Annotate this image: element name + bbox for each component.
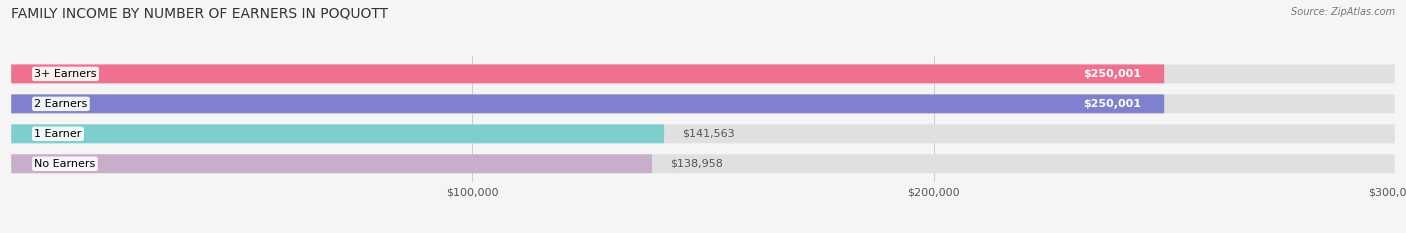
FancyBboxPatch shape (11, 94, 1164, 113)
Text: 3+ Earners: 3+ Earners (34, 69, 97, 79)
FancyBboxPatch shape (11, 94, 1395, 113)
Text: 2 Earners: 2 Earners (34, 99, 87, 109)
FancyBboxPatch shape (11, 154, 652, 173)
Text: 1 Earner: 1 Earner (34, 129, 82, 139)
FancyBboxPatch shape (11, 124, 1395, 143)
FancyBboxPatch shape (11, 124, 664, 143)
FancyBboxPatch shape (11, 65, 1164, 83)
Text: FAMILY INCOME BY NUMBER OF EARNERS IN POQUOTT: FAMILY INCOME BY NUMBER OF EARNERS IN PO… (11, 7, 388, 21)
Text: $250,001: $250,001 (1083, 99, 1142, 109)
Text: $141,563: $141,563 (682, 129, 735, 139)
Text: $138,958: $138,958 (671, 159, 724, 169)
FancyBboxPatch shape (11, 154, 1395, 173)
FancyBboxPatch shape (11, 65, 1395, 83)
Text: $250,001: $250,001 (1083, 69, 1142, 79)
Text: Source: ZipAtlas.com: Source: ZipAtlas.com (1291, 7, 1395, 17)
Text: No Earners: No Earners (34, 159, 96, 169)
